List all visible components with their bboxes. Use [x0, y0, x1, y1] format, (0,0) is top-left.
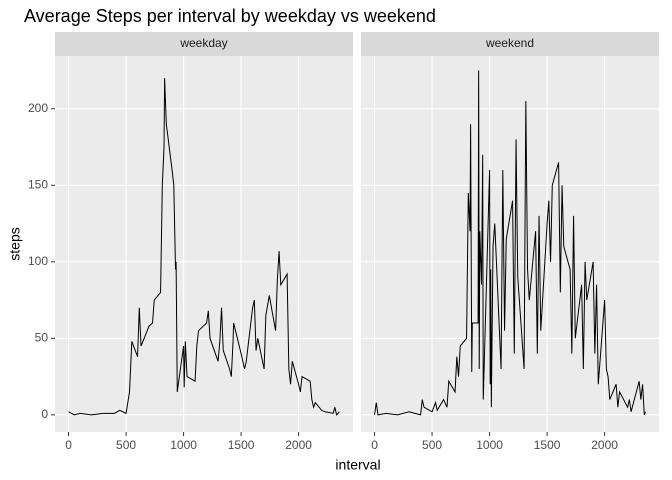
data-line	[374, 70, 646, 416]
x-tick-label: 0	[65, 438, 72, 452]
x-axis-title: interval	[335, 457, 380, 473]
x-tick-label: 1500	[228, 438, 255, 452]
y-tick-label: 0	[41, 407, 48, 421]
x-tick-label: 1500	[534, 438, 561, 452]
chart-title: Average Steps per interval by weekday vs…	[24, 6, 436, 26]
x-tick-label: 0	[371, 438, 378, 452]
x-tick-label: 2000	[285, 438, 312, 452]
strip-label: weekend	[485, 36, 534, 50]
y-axis-title: steps	[7, 227, 23, 260]
y-tick-label: 50	[35, 331, 49, 345]
panel	[361, 56, 659, 432]
x-tick-label: 1000	[476, 438, 503, 452]
x-tick-label: 500	[422, 438, 442, 452]
strip	[55, 32, 353, 56]
strip-label: weekday	[179, 36, 227, 50]
y-tick-label: 100	[28, 254, 48, 268]
x-tick-label: 500	[116, 438, 136, 452]
y-tick-label: 200	[28, 101, 48, 115]
x-tick-label: 1000	[170, 438, 197, 452]
strip	[361, 32, 659, 56]
y-tick-label: 150	[28, 177, 48, 191]
data-line	[68, 78, 340, 416]
panel	[55, 56, 353, 432]
x-tick-label: 2000	[591, 438, 618, 452]
